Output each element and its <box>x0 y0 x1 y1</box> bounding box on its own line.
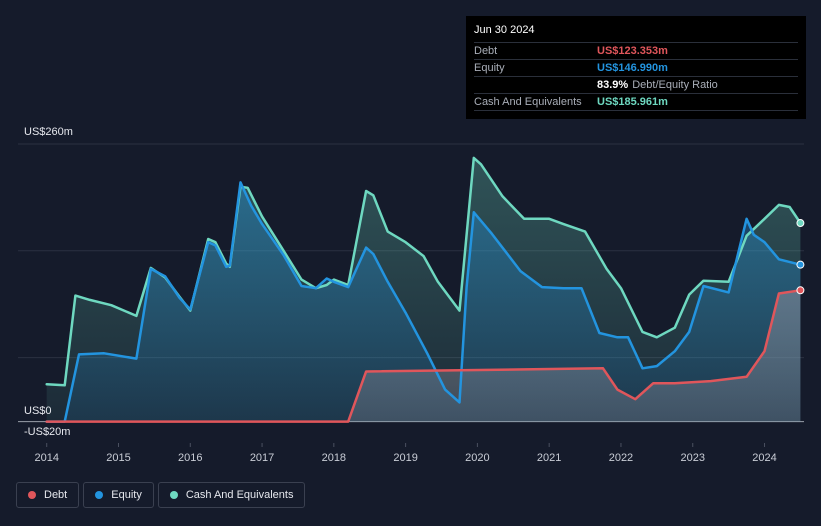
end-dot-equity <box>796 260 805 269</box>
legend-label-debt: Debt <box>44 489 68 501</box>
x-tick-label-2014: 2014 <box>34 452 58 464</box>
x-tick-label-2024: 2024 <box>752 452 776 464</box>
tooltip-row-ratio: 83.9% Debt/Equity Ratio <box>474 76 798 93</box>
legend-label-cash: Cash And Equivalents <box>185 489 294 501</box>
tooltip-debt-value: US$123.353m <box>597 45 668 57</box>
x-axis: 2014 2015 2016 2017 2018 2019 2020 2021 2022 2023… <box>34 443 777 464</box>
tooltip-ratio-label: Debt/Equity Ratio <box>632 79 718 91</box>
x-tick-label-2017: 2017 <box>250 452 274 464</box>
legend-dot-cash <box>169 491 178 499</box>
tooltip-row-cash: Cash And Equivalents US$185.961m <box>474 93 798 111</box>
x-tick-label-2018: 2018 <box>322 452 346 464</box>
x-tick-label-2016: 2016 <box>178 452 202 464</box>
tooltip-cash-value: US$185.961m <box>597 96 668 108</box>
tooltip-ratio-value: 83.9% <box>597 79 629 91</box>
legend-item-debt[interactable]: Debt <box>16 482 80 508</box>
x-tick-label-2020: 2020 <box>465 452 489 464</box>
tooltip-equity-value: US$146.990m <box>597 62 668 74</box>
areas <box>46 157 801 422</box>
x-tick-label-2021: 2021 <box>537 452 561 464</box>
legend-label-equity: Equity <box>111 489 142 501</box>
x-tick-label-2019: 2019 <box>393 452 417 464</box>
line-debt <box>45 289 802 423</box>
line-equity <box>45 181 802 423</box>
y-label-zero: US$0 <box>24 405 52 417</box>
x-tick-label-2022: 2022 <box>609 452 633 464</box>
tooltip-equity-label: Equity <box>474 62 505 74</box>
lines <box>45 156 802 423</box>
y-label-top: US$260m <box>24 126 73 138</box>
legend-dot-equity <box>95 491 104 499</box>
end-dot-cash <box>796 219 805 228</box>
tooltip-cash-label: Cash And Equivalents <box>474 96 582 108</box>
legend-item-cash[interactable]: Cash And Equivalents <box>157 482 306 508</box>
x-tick-label-2023: 2023 <box>680 452 704 464</box>
chart-legend: Debt Equity Cash And Equivalents <box>16 482 306 508</box>
area-equity <box>46 182 801 422</box>
tooltip-date: Jun 30 2024 <box>474 24 535 36</box>
y-label-bottom: -US$20m <box>24 426 70 438</box>
end-dot-debt <box>796 286 805 295</box>
legend-dot-debt <box>28 491 36 499</box>
tooltip-debt-label: Debt <box>474 45 498 57</box>
legend-item-equity[interactable]: Equity <box>83 482 154 508</box>
data-tooltip: Jun 30 2024 Debt US$123.353m Equity US$1… <box>466 16 806 119</box>
area-debt <box>46 290 801 422</box>
tooltip-row-equity: Equity US$146.990m <box>474 59 798 76</box>
x-tick-label-2015: 2015 <box>106 452 130 464</box>
tooltip-row-debt: Debt US$123.353m <box>474 42 798 59</box>
end-markers <box>796 219 805 295</box>
